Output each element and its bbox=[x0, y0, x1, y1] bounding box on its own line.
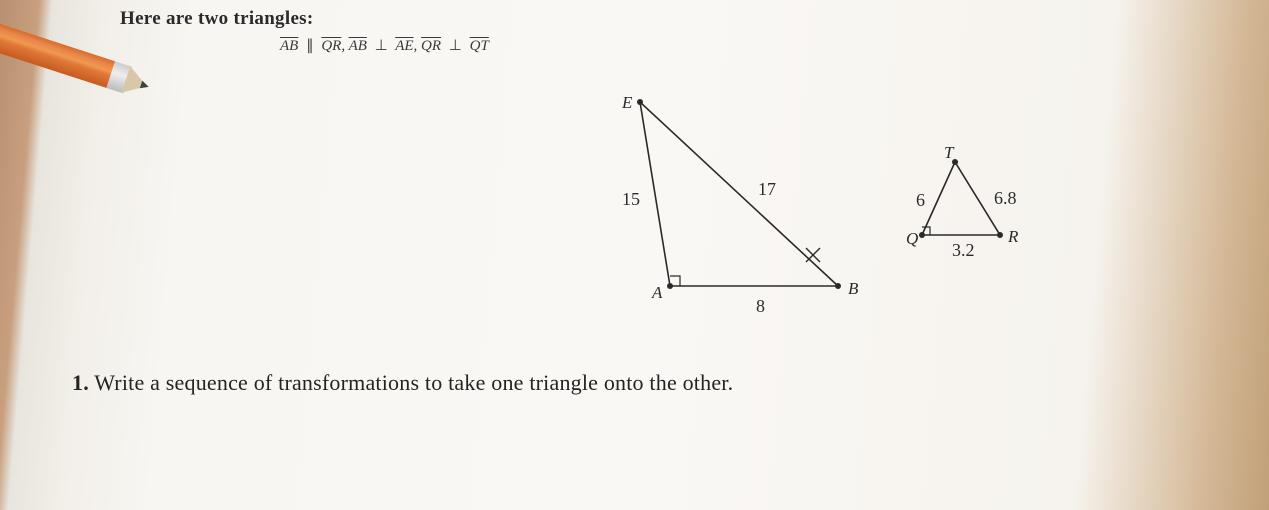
segment-AE: AE bbox=[395, 38, 413, 54]
triangle-figure: E A B 15 8 17 T Q R 6 3.2 6.8 bbox=[0, 0, 1269, 510]
vertex-R-dot bbox=[997, 232, 1003, 238]
question-1: 1. Write a sequence of transformations t… bbox=[72, 370, 733, 396]
separator-2: , bbox=[414, 38, 418, 54]
side-EA-label: 15 bbox=[622, 189, 640, 209]
vertex-T-label: T bbox=[944, 143, 955, 162]
question-text: Write a sequence of transformations to t… bbox=[94, 370, 733, 395]
segment-QR: QR bbox=[321, 38, 341, 54]
problem-heading: Here are two triangles: bbox=[120, 8, 314, 30]
side-QR-label: 3.2 bbox=[952, 240, 975, 260]
right-angle-A bbox=[670, 276, 680, 286]
side-EB-label: 17 bbox=[758, 179, 776, 199]
segment-relations: AB ∥ QR, AB ⊥ AE, QR ⊥ QT bbox=[280, 36, 489, 55]
vertex-B-label: B bbox=[848, 279, 859, 298]
perp-symbol-1: ⊥ bbox=[371, 36, 392, 55]
vertex-Q-dot bbox=[919, 232, 925, 238]
triangle-EAB bbox=[640, 102, 838, 286]
vertex-A-dot bbox=[667, 283, 673, 289]
side-TR-label: 6.8 bbox=[994, 188, 1017, 208]
question-number: 1. bbox=[72, 370, 89, 395]
vertex-Q-label: Q bbox=[906, 229, 918, 248]
right-angle-Q bbox=[922, 227, 930, 235]
segment-QR-2: QR bbox=[421, 38, 441, 54]
perp-symbol-2: ⊥ bbox=[445, 36, 466, 55]
vertex-E-label: E bbox=[621, 93, 633, 112]
vertex-T-dot bbox=[952, 159, 958, 165]
separator-1: , bbox=[341, 38, 345, 54]
vertex-A-label: A bbox=[651, 283, 663, 302]
triangle-TQR bbox=[922, 162, 1000, 235]
segment-AB-2: AB bbox=[349, 38, 367, 54]
segment-QT: QT bbox=[470, 38, 489, 54]
vertex-B-dot bbox=[835, 283, 841, 289]
worksheet-page: Here are two triangles: AB ∥ QR, AB ⊥ AE… bbox=[0, 0, 1269, 510]
tick-mark-EB bbox=[806, 248, 820, 262]
side-TQ-label: 6 bbox=[916, 190, 925, 210]
vertex-E-dot bbox=[637, 99, 643, 105]
side-AB-label: 8 bbox=[756, 296, 765, 316]
parallel-symbol: ∥ bbox=[302, 36, 318, 55]
segment-AB: AB bbox=[280, 38, 298, 54]
vertex-R-label: R bbox=[1007, 227, 1019, 246]
